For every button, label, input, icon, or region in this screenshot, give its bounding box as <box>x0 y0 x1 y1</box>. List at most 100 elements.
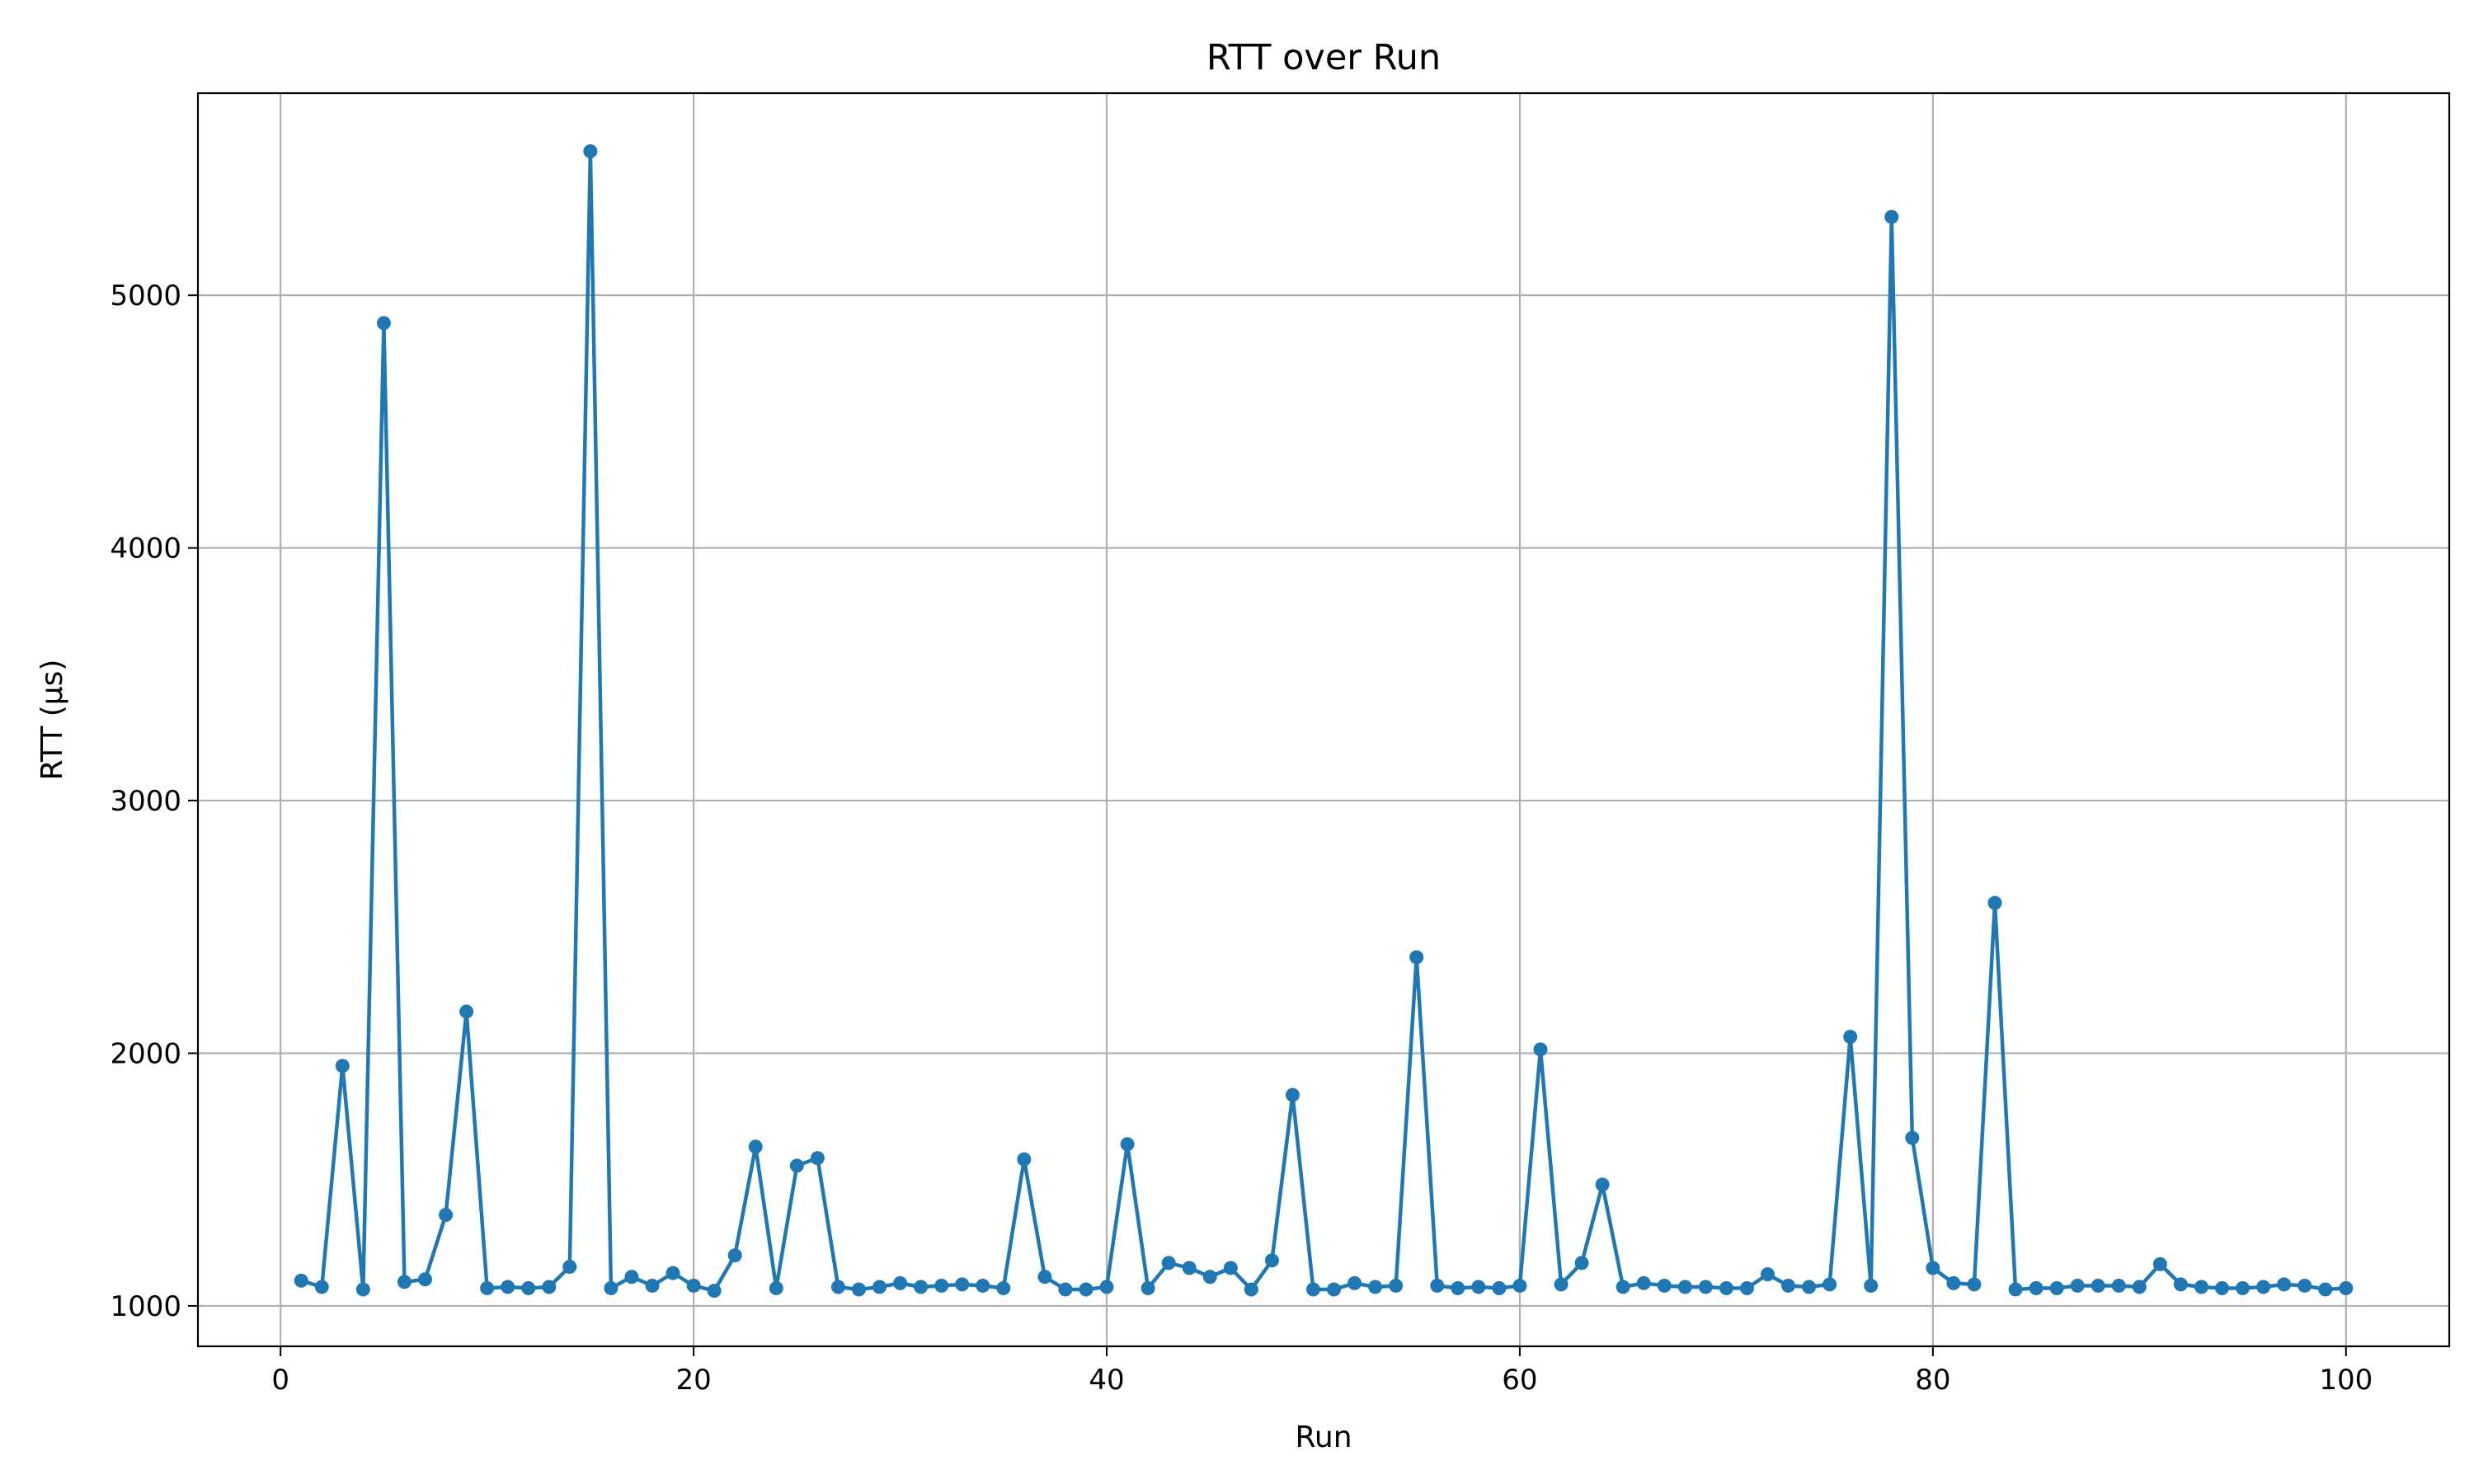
data-point <box>2318 1282 2333 1297</box>
x-tick-label: 0 <box>271 1364 289 1397</box>
data-point <box>1285 1087 1300 1102</box>
data-point <box>1802 1280 1817 1294</box>
data-point <box>1719 1281 1733 1296</box>
y-tick-label: 5000 <box>110 279 181 312</box>
data-point <box>1244 1282 1258 1297</box>
data-point <box>955 1277 970 1292</box>
data-point <box>2029 1281 2044 1296</box>
data-point <box>1574 1256 1589 1270</box>
data-point <box>1698 1280 1713 1294</box>
data-point <box>418 1272 433 1287</box>
data-point <box>501 1280 515 1294</box>
data-point <box>1739 1281 1754 1296</box>
data-point <box>1409 950 1424 965</box>
data-point <box>830 1280 845 1294</box>
data-point <box>1182 1261 1197 1275</box>
data-point <box>1677 1280 1692 1294</box>
data-point <box>1079 1282 1094 1297</box>
series-rtt <box>294 143 2354 1298</box>
x-axis-title: Run <box>1295 1421 1352 1454</box>
data-point <box>1202 1270 1217 1284</box>
data-point <box>1657 1278 1672 1293</box>
data-point <box>1430 1278 1445 1293</box>
data-point <box>1120 1137 1135 1152</box>
data-point <box>2256 1280 2271 1294</box>
data-point <box>1264 1253 1279 1268</box>
data-point <box>604 1281 618 1296</box>
data-point <box>2214 1281 2229 1296</box>
data-point <box>1616 1280 1630 1294</box>
data-point <box>1141 1281 1155 1296</box>
data-point <box>789 1158 804 1173</box>
data-point <box>1926 1261 1940 1275</box>
data-point <box>459 1004 474 1019</box>
grid-lines <box>198 93 2449 1346</box>
y-axis-title: RTT (µs) <box>35 660 69 781</box>
data-point <box>893 1275 908 1290</box>
data-point <box>1161 1256 1176 1270</box>
data-point <box>542 1280 557 1294</box>
x-tick-label: 80 <box>1915 1364 1950 1397</box>
data-point <box>2277 1277 2292 1292</box>
data-point <box>934 1278 949 1293</box>
data-point <box>2049 1281 2064 1296</box>
data-point <box>1389 1278 1404 1293</box>
x-tick-label: 40 <box>1089 1364 1124 1397</box>
data-point <box>562 1259 577 1274</box>
data-point <box>2008 1282 2023 1297</box>
data-point <box>1595 1177 1610 1192</box>
x-axis: 0 20 40 60 80 100 <box>271 1346 2373 1397</box>
data-point <box>2298 1278 2312 1293</box>
y-tick-label: 3000 <box>110 785 181 818</box>
data-point <box>355 1282 370 1297</box>
data-point <box>1843 1030 1858 1045</box>
y-axis: 1000 2000 3000 4000 5000 <box>110 279 198 1323</box>
data-point <box>996 1281 1011 1296</box>
data-point <box>727 1248 742 1263</box>
data-point <box>480 1281 495 1296</box>
data-point <box>1987 895 2002 910</box>
data-point <box>1471 1280 1486 1294</box>
data-point <box>1946 1275 1961 1290</box>
data-point <box>914 1280 929 1294</box>
data-point <box>2111 1278 2126 1293</box>
y-tick-label: 4000 <box>110 533 181 566</box>
data-point <box>1636 1275 1651 1290</box>
data-point <box>439 1208 454 1223</box>
data-point <box>1368 1280 1383 1294</box>
data-point <box>397 1275 412 1289</box>
data-point <box>2236 1281 2251 1296</box>
data-point <box>666 1266 680 1280</box>
data-point <box>976 1278 990 1293</box>
data-point <box>748 1139 763 1154</box>
data-point <box>1348 1275 1362 1290</box>
data-point <box>314 1280 329 1294</box>
data-point <box>2091 1278 2105 1293</box>
data-point <box>810 1151 825 1166</box>
data-point <box>707 1284 722 1298</box>
y-tick-label: 2000 <box>110 1038 181 1071</box>
data-point <box>1554 1277 1569 1292</box>
data-point <box>851 1282 866 1297</box>
chart-title: RTT over Run <box>1206 37 1441 78</box>
data-point <box>1327 1282 1342 1297</box>
data-point <box>1512 1278 1527 1293</box>
data-point <box>1017 1152 1032 1167</box>
data-point <box>686 1278 701 1293</box>
x-tick-label: 60 <box>1502 1364 1537 1397</box>
data-point <box>1760 1267 1775 1282</box>
data-point <box>1781 1278 1796 1293</box>
plot-frame <box>196 92 2451 1348</box>
data-point <box>769 1281 783 1296</box>
data-point <box>2339 1281 2354 1296</box>
series-line <box>300 149 2346 1293</box>
y-tick-label: 1000 <box>110 1290 181 1323</box>
data-point <box>1058 1282 1073 1297</box>
x-tick-label: 20 <box>675 1364 711 1397</box>
data-point <box>1533 1042 1548 1057</box>
data-point <box>1905 1130 1920 1145</box>
data-point <box>335 1059 350 1073</box>
data-point <box>1099 1280 1114 1294</box>
